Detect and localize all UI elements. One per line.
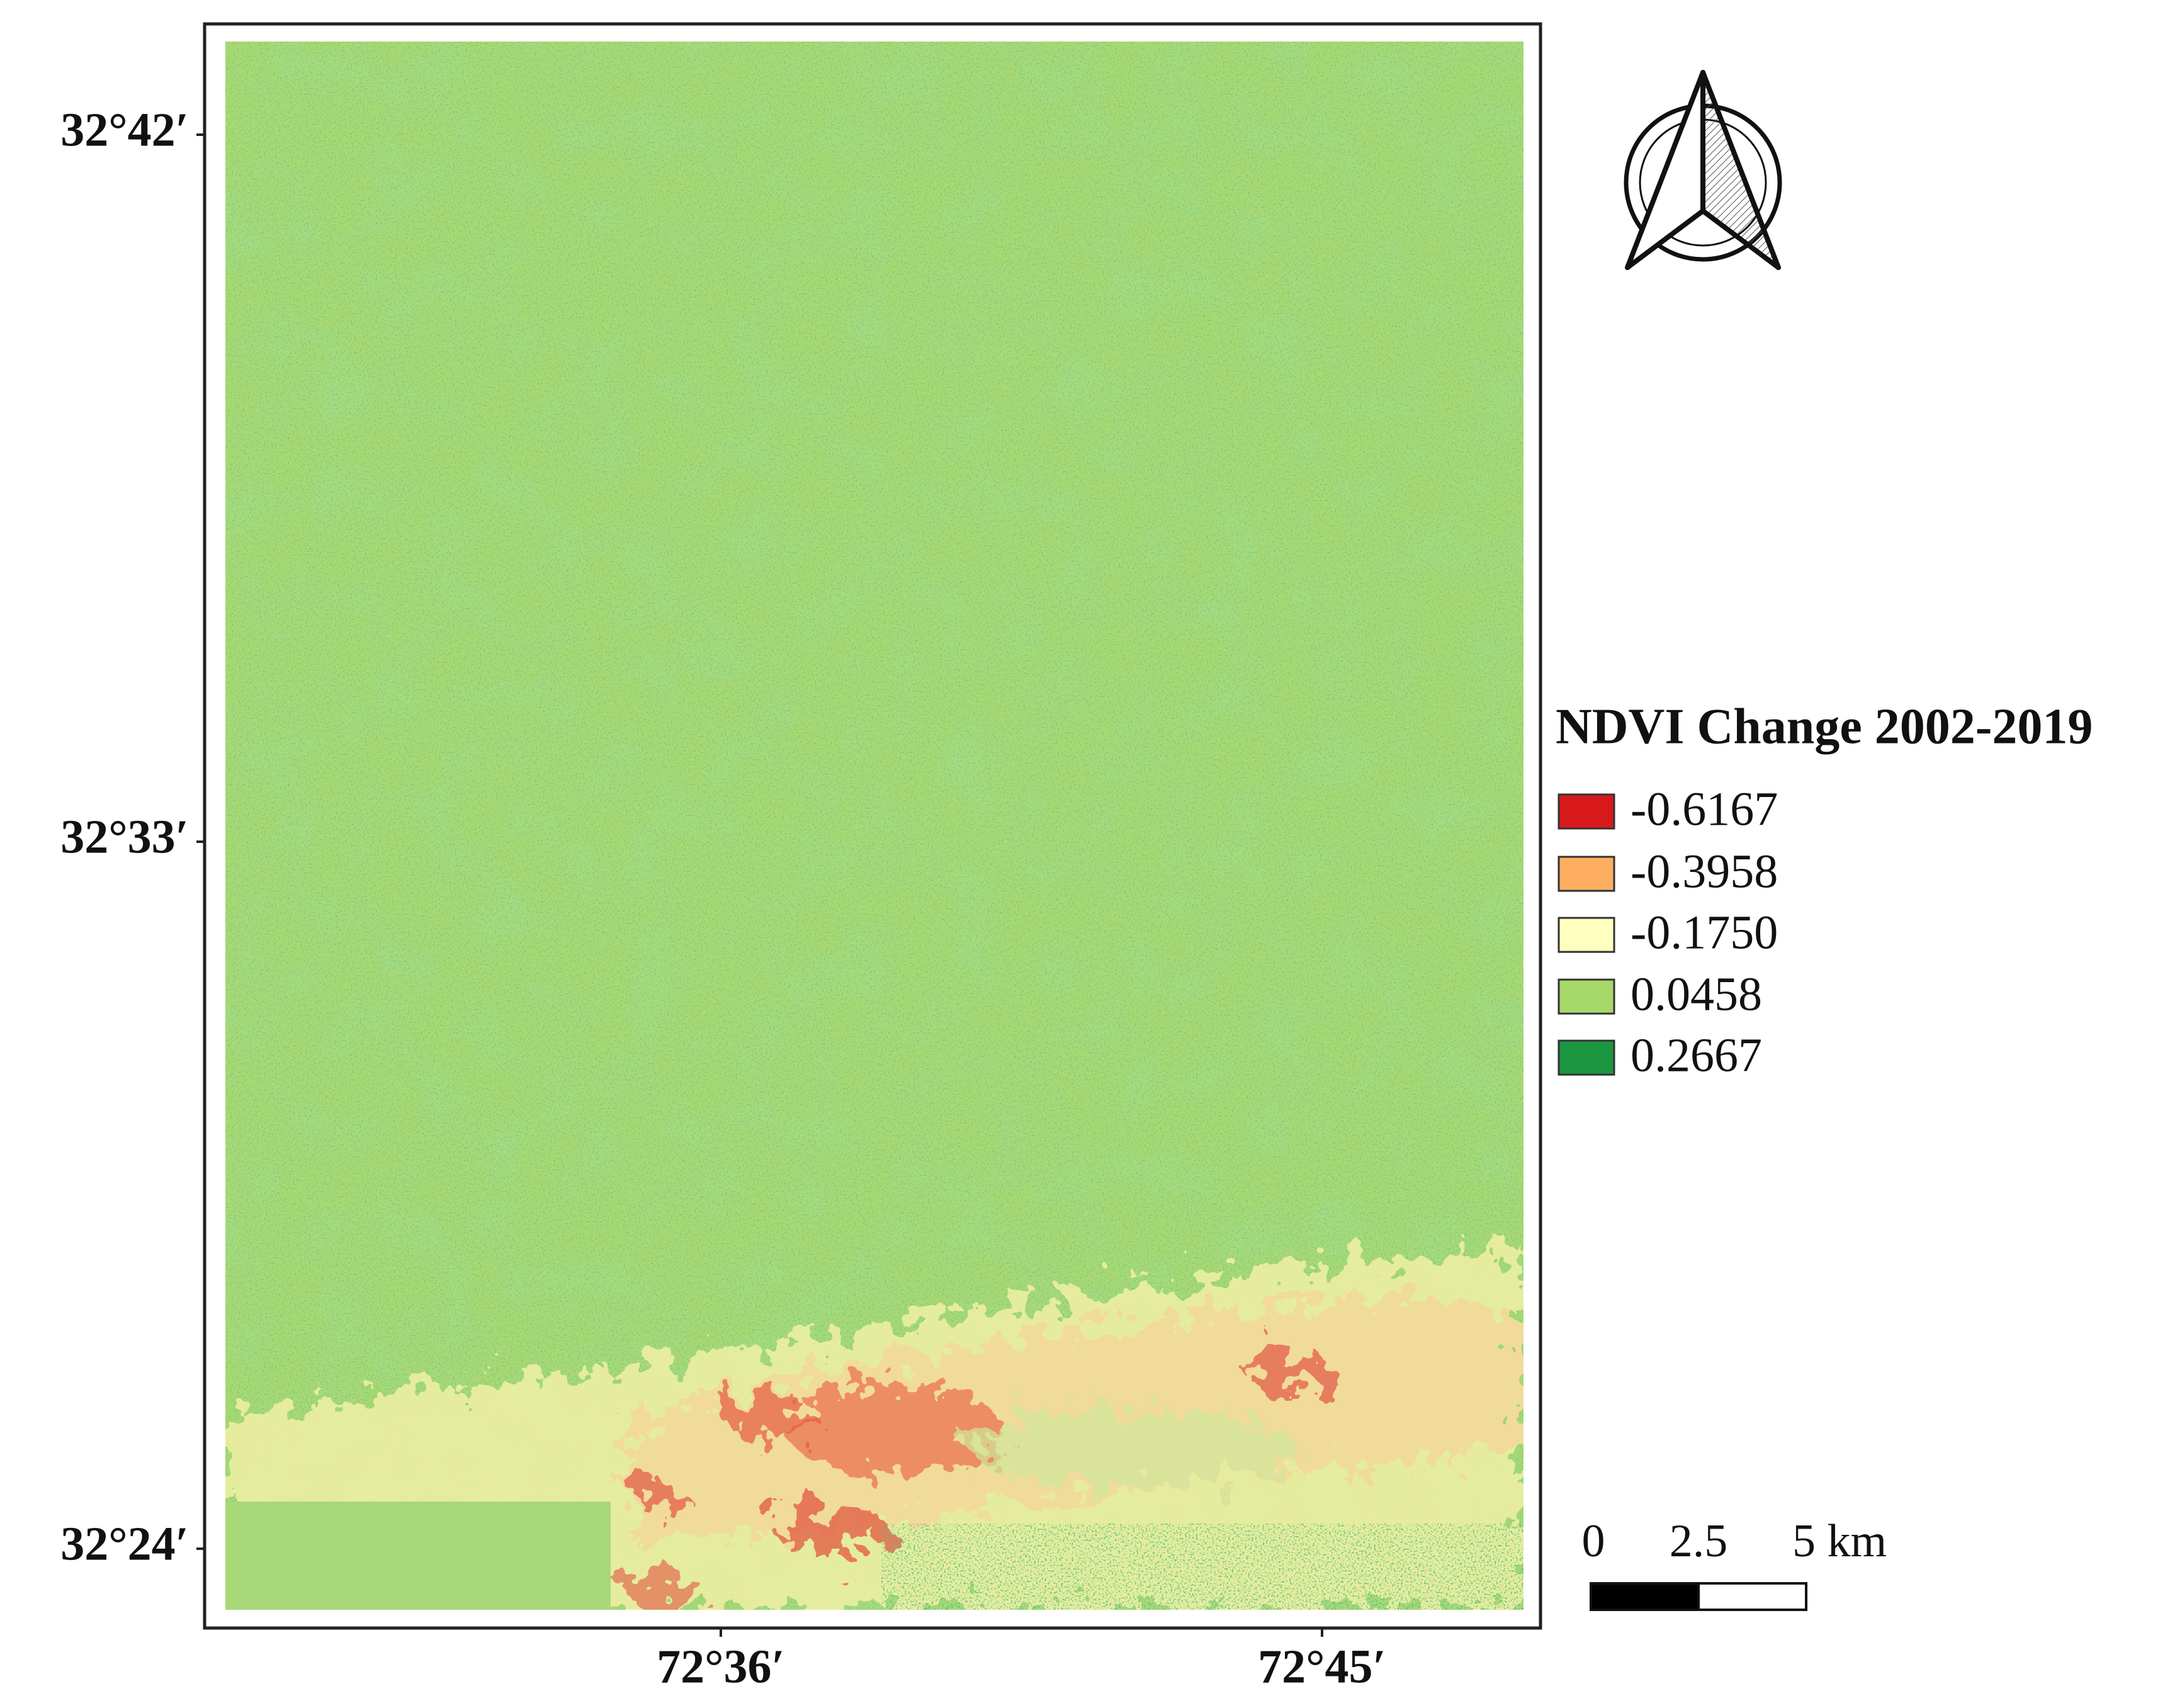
- lat-label: 32°42′: [60, 103, 189, 156]
- lon-label: 72°36′: [657, 1640, 785, 1693]
- legend-swatch: [1557, 793, 1615, 830]
- legend-swatch: [1557, 917, 1615, 953]
- legend-label: 0.0458: [1631, 968, 1762, 1021]
- legend-label: -0.3958: [1631, 845, 1778, 898]
- scale-bar: [1590, 1582, 1807, 1611]
- scale-label: 5 km: [1792, 1515, 1887, 1567]
- lon-label: 72°45′: [1258, 1640, 1386, 1693]
- lat-label: 32°33′: [60, 810, 189, 863]
- legend-swatch: [1557, 1039, 1615, 1076]
- north-arrow: [1624, 70, 1782, 270]
- ndvi-raster: [225, 42, 1523, 1610]
- legend-label: 0.2667: [1631, 1029, 1762, 1082]
- scale-label: 0: [1582, 1515, 1605, 1567]
- legend-swatch: [1557, 978, 1615, 1015]
- legend-swatch: [1557, 856, 1615, 892]
- legend-label: -0.6167: [1631, 783, 1778, 835]
- lat-label: 32°24′: [60, 1517, 189, 1570]
- scale-label: 2.5: [1670, 1515, 1728, 1567]
- legend-label: -0.1750: [1631, 906, 1778, 959]
- legend-title: NDVI Change 2002-2019: [1556, 699, 2093, 754]
